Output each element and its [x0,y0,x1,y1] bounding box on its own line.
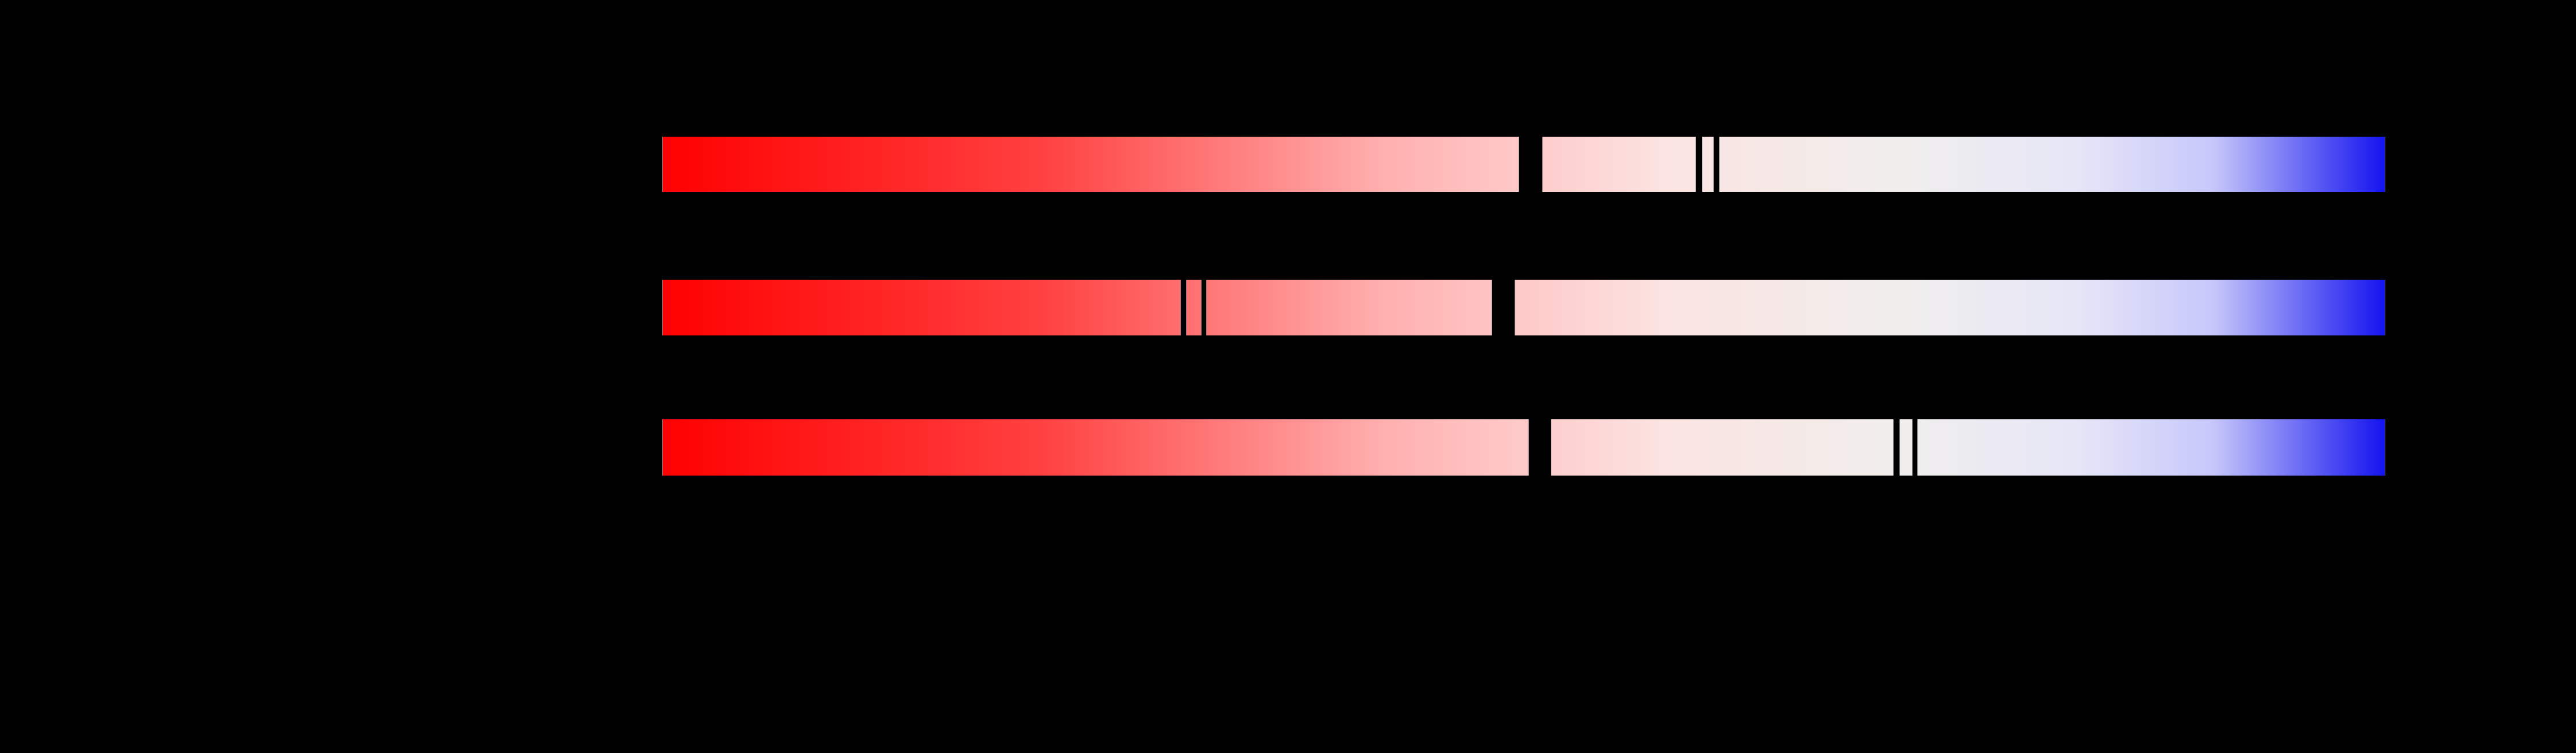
colorbar-tick-divider [1696,137,1702,192]
colorbar-segment-gap [1529,419,1551,476]
colorbar-row-1[interactable] [662,137,2385,192]
colorbar-tick-divider [1714,137,1719,192]
colorbar-gradient-3 [662,419,2385,476]
colorbar-segment-gap [1519,137,1542,192]
colorbar-tick-divider [1181,280,1186,335]
colorbar-row-2[interactable] [662,280,2385,335]
colorbar-segment-gap [1492,280,1515,335]
colorbar-tick-divider [1913,419,1917,476]
colorbar-gradient-2 [662,280,2385,335]
colorbar-tick-divider [1202,280,1206,335]
colorbar-tick-divider [1894,419,1899,476]
colorbar-row-3[interactable] [662,419,2385,476]
